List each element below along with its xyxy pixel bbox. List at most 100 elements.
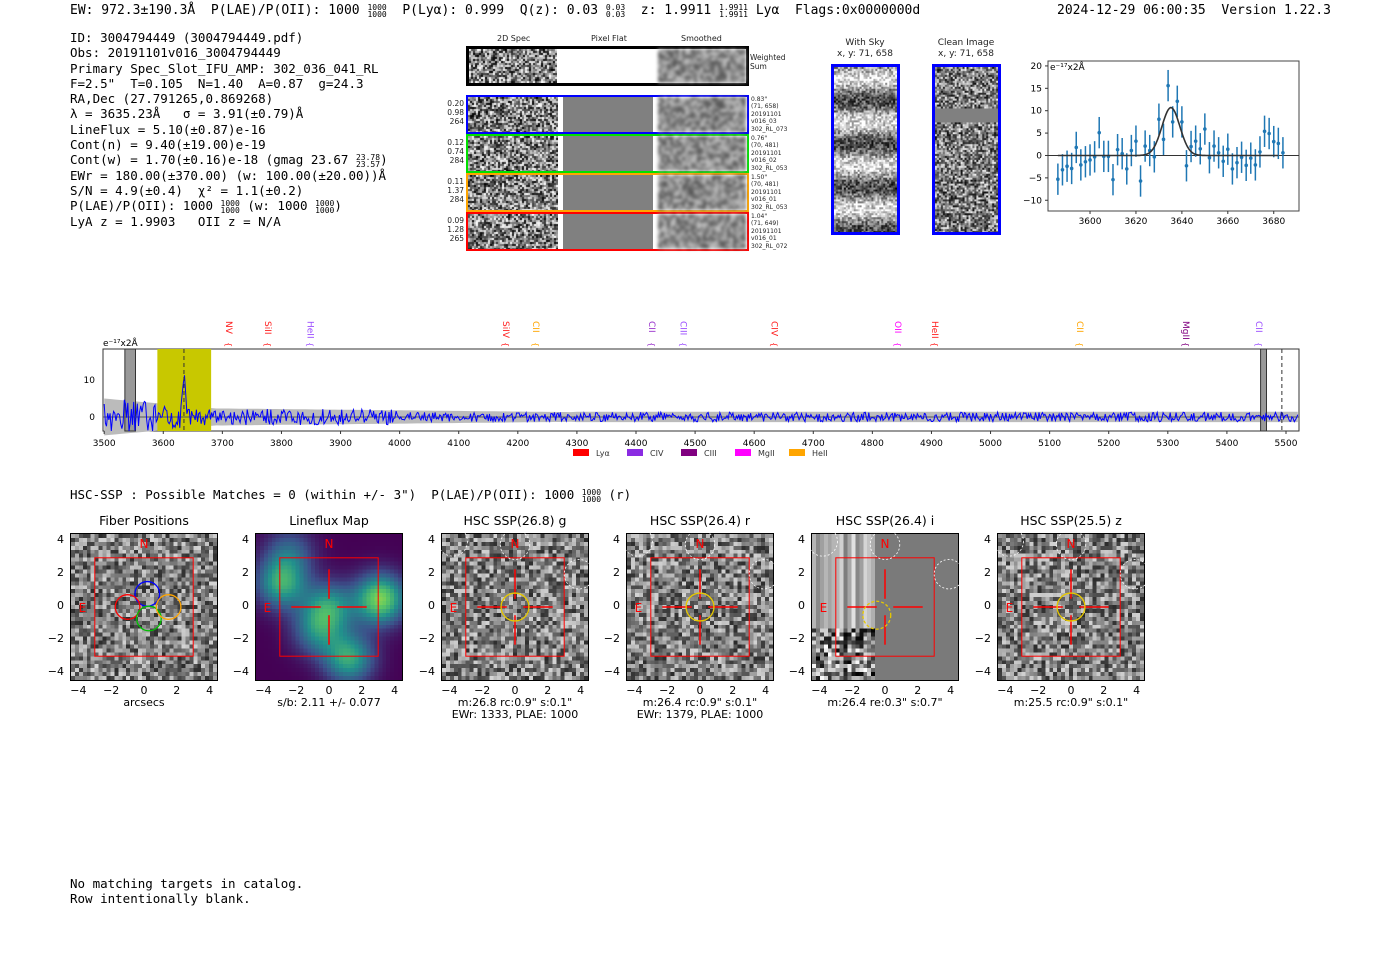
fiber-info: 1.50" (70, 481) 20191101 v016_01 302_RL_… [751, 174, 788, 211]
x-tick-label: 4800 [861, 439, 884, 449]
emission-line-label: CII [646, 321, 656, 333]
legend-label: Lyα [596, 449, 610, 458]
x-tick-label: 4 [947, 684, 955, 697]
catalog-source-circle [684, 533, 716, 560]
y-tick-label: 10 [1031, 107, 1043, 117]
legend-label: MgII [758, 449, 775, 458]
y-tick-label: 0 [57, 599, 64, 612]
data-point [1115, 147, 1120, 152]
catalog-source-circle [563, 559, 589, 590]
catalog-note-line1: No matching targets in catalog. [70, 876, 304, 891]
x-tick-label: 0 [511, 684, 519, 697]
fiber-pixel-flat [563, 97, 653, 132]
x-tick-label: 5400 [1215, 439, 1238, 449]
cutout-caption: arcsecs [123, 696, 165, 709]
cutout-caption: EWr: 1333, PLAE: 1000 [451, 708, 579, 721]
legend-swatch [735, 449, 751, 456]
row-stats: 0.20 0.98 264 [447, 99, 464, 126]
data-point [1193, 139, 1198, 143]
aperture-box [1021, 557, 1121, 657]
y-tick-label: 4 [57, 533, 64, 547]
emission-line-label: SiII [262, 321, 272, 335]
aperture-box [94, 557, 194, 657]
emission-line-label: OII [892, 321, 902, 333]
aperture-box [279, 557, 379, 657]
y-tick-label: 0 [1036, 151, 1042, 161]
emission-line-label: CII [1253, 321, 1263, 333]
row-stats: 0.09 1.28 265 [447, 216, 464, 243]
legend-swatch [789, 449, 805, 456]
legend-swatch [627, 449, 643, 456]
x-tick-label: 4000 [388, 439, 411, 449]
x-tick-label: 4900 [920, 439, 943, 449]
y-tick-label: −10 [1023, 196, 1042, 206]
x-tick-label: 2 [544, 684, 552, 697]
legend-swatch [573, 449, 589, 456]
fiber-circle [135, 605, 162, 632]
x-tick-label: 3600 [152, 439, 175, 449]
data-point [1111, 177, 1115, 182]
fiber-spec-row [466, 173, 749, 212]
data-point [1221, 159, 1226, 164]
x-tick-label: −2 [288, 684, 305, 697]
x-tick-label: 4 [391, 684, 399, 697]
x-tick-label: 4400 [625, 439, 648, 449]
y-tick-label: 4 [798, 533, 805, 547]
y-tick-label: 4 [242, 533, 249, 547]
masked-band [124, 348, 136, 432]
data-point [1097, 130, 1102, 135]
y-tick-label: −4 [232, 664, 249, 678]
x-tick-label: −2 [103, 684, 120, 697]
data-point [1189, 144, 1193, 149]
info-radec: RA,Dec (27.791265,0.869268) [70, 91, 274, 107]
emission-line-label: CII [530, 321, 540, 333]
header-meta: 2024-12-29 06:00:35 Version 1.22.3 [1057, 3, 1331, 18]
north-label: N [511, 537, 520, 551]
data-point [1281, 150, 1285, 155]
north-label: N [325, 537, 334, 551]
cutout-title: HSC SSP(25.5) z [1020, 513, 1122, 528]
catalog-source-circle [1055, 533, 1087, 560]
emission-line-marker: { [531, 342, 540, 347]
data-point [1060, 168, 1065, 172]
qz-value: Q(z): 0.03 [519, 3, 599, 18]
data-point [1239, 155, 1244, 160]
weighted-sum-label: Weighted Sum [750, 53, 786, 71]
y-tick-label: 2 [242, 566, 249, 580]
with-sky-title: With Sky x, y: 71, 658 [837, 38, 893, 59]
cutout-title: Fiber Positions [99, 513, 189, 528]
y-tick-label: 4 [984, 533, 991, 547]
emission-line-marker: { [1075, 342, 1084, 347]
north-label: N [1067, 537, 1076, 551]
col-header-2d-spec: 2D Spec [497, 34, 531, 43]
data-point [1184, 163, 1189, 168]
fiber-pixel-flat [563, 136, 653, 171]
y-tick-label: 15 [1031, 84, 1042, 94]
emission-line-label: CIII [677, 321, 687, 335]
weighted-sum-row [466, 46, 749, 86]
data-point [1152, 155, 1157, 159]
y-tick-label: −2 [788, 631, 805, 645]
emission-line-label: MgII [1180, 321, 1190, 340]
y-tick-label: 10 [84, 376, 96, 386]
x-tick-label: 3600 [1079, 217, 1102, 227]
x-tick-label: −2 [659, 684, 676, 697]
data-point [1161, 137, 1166, 142]
y-tick-label: −2 [232, 631, 249, 645]
plya-value: P(Lyα): 0.999 [402, 3, 505, 18]
north-label: N [140, 537, 149, 551]
x-tick-label: −2 [844, 684, 861, 697]
emission-line-marker: { [893, 342, 902, 347]
y-tick-label: 2 [428, 566, 435, 580]
z-value: z: 1.9911 [640, 3, 712, 18]
data-point [1203, 127, 1207, 131]
catalog-source-circle [748, 559, 774, 590]
info-primary: Primary Spec_Slot_IFU_AMP: 302_036_041_R… [70, 60, 379, 76]
weighted-2d-spec [469, 49, 557, 83]
aperture-box [835, 557, 935, 657]
x-tick-label: −2 [1030, 684, 1047, 697]
data-point [1235, 160, 1239, 165]
fiber-2d-spec [468, 136, 558, 171]
legend-swatch [681, 449, 697, 456]
emission-line-marker: { [647, 342, 656, 347]
